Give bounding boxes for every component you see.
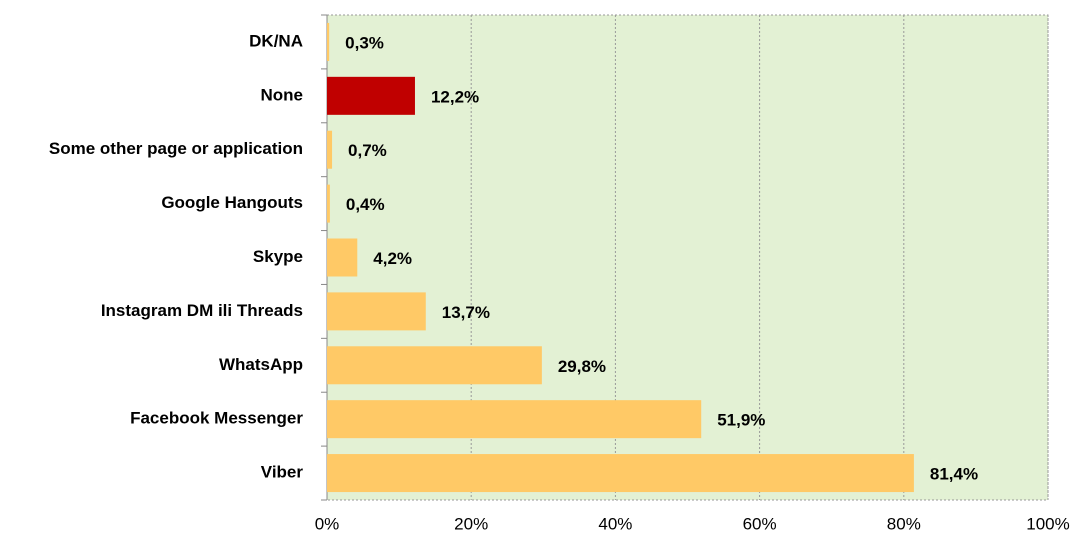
bar	[327, 454, 914, 493]
x-tick-label: 100%	[1026, 514, 1069, 533]
data-label: 0,4%	[346, 195, 385, 214]
y-tick-label: Some other page or application	[49, 139, 303, 158]
data-label: 0,3%	[345, 33, 384, 52]
data-label: 12,2%	[431, 87, 479, 106]
x-tick-label: 60%	[743, 514, 777, 533]
data-label: 13,7%	[442, 303, 490, 322]
y-tick-label: Skype	[253, 247, 303, 266]
bar	[327, 130, 333, 169]
bar	[327, 22, 330, 61]
data-label: 81,4%	[930, 465, 978, 484]
x-tick-label: 20%	[454, 514, 488, 533]
y-tick-label: WhatsApp	[219, 355, 303, 374]
y-tick-label: Instagram DM ili Threads	[101, 301, 303, 320]
y-tick-label: None	[261, 85, 304, 104]
bar	[327, 184, 330, 223]
x-tick-label: 80%	[887, 514, 921, 533]
x-tick-label: 0%	[315, 514, 340, 533]
data-label: 4,2%	[373, 249, 412, 268]
bar	[327, 292, 426, 331]
bar	[327, 346, 542, 385]
bar	[327, 400, 702, 439]
y-tick-label: Viber	[261, 463, 304, 482]
bar	[327, 238, 358, 277]
y-tick-label: Google Hangouts	[161, 193, 303, 212]
bar	[327, 76, 415, 115]
data-label: 0,7%	[348, 141, 387, 160]
data-label: 29,8%	[558, 357, 606, 376]
y-tick-label: DK/NA	[249, 31, 303, 50]
data-label: 51,9%	[717, 411, 765, 430]
x-tick-label: 40%	[598, 514, 632, 533]
y-tick-label: Facebook Messenger	[130, 409, 303, 428]
